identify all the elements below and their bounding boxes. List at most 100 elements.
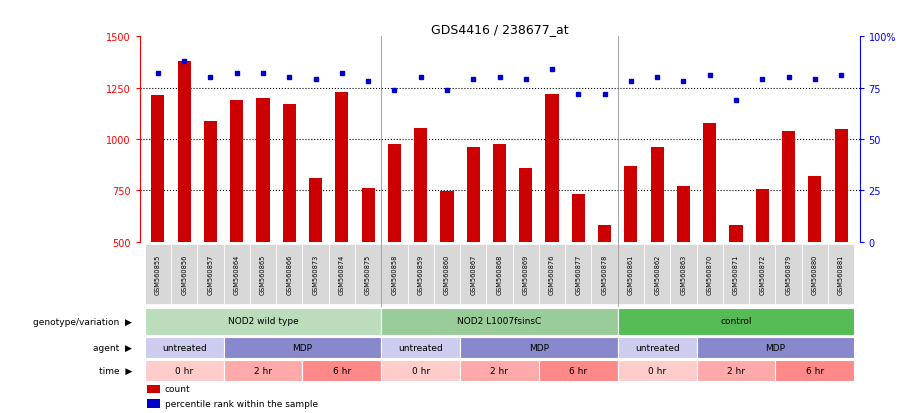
FancyBboxPatch shape (302, 245, 328, 304)
Title: GDS4416 / 238677_at: GDS4416 / 238677_at (431, 23, 568, 36)
FancyBboxPatch shape (776, 245, 802, 304)
FancyBboxPatch shape (382, 337, 460, 358)
Text: GSM560858: GSM560858 (392, 254, 398, 295)
Text: GSM560861: GSM560861 (628, 254, 634, 294)
Bar (147, 385, 159, 393)
Text: GSM560871: GSM560871 (733, 254, 739, 294)
Text: 2 hr: 2 hr (254, 366, 272, 375)
Bar (414, 128, 427, 242)
Bar (309, 178, 322, 242)
Bar (388, 145, 401, 242)
Bar (177, 62, 191, 242)
Text: GSM560865: GSM560865 (260, 254, 266, 295)
FancyBboxPatch shape (460, 360, 539, 381)
Bar (625, 166, 637, 242)
Text: NOD2 L1007fsinsC: NOD2 L1007fsinsC (457, 317, 542, 325)
Bar (147, 399, 159, 408)
FancyBboxPatch shape (513, 245, 539, 304)
Text: MDP: MDP (529, 343, 549, 352)
Bar (230, 101, 243, 242)
Bar (703, 123, 716, 242)
Bar (677, 187, 690, 242)
Bar (598, 226, 611, 242)
FancyBboxPatch shape (697, 245, 723, 304)
FancyBboxPatch shape (250, 245, 276, 304)
FancyBboxPatch shape (302, 360, 382, 381)
Text: genotype/variation  ▶: genotype/variation ▶ (33, 317, 132, 326)
Bar (151, 95, 165, 242)
Text: 6 hr: 6 hr (806, 366, 824, 375)
Text: 2 hr: 2 hr (491, 366, 508, 375)
Text: GSM560862: GSM560862 (654, 254, 661, 295)
FancyBboxPatch shape (276, 245, 302, 304)
Bar (756, 190, 769, 242)
Text: GSM560876: GSM560876 (549, 254, 555, 295)
FancyBboxPatch shape (802, 245, 828, 304)
FancyBboxPatch shape (591, 245, 617, 304)
Bar (729, 226, 742, 242)
FancyBboxPatch shape (828, 245, 854, 304)
FancyBboxPatch shape (145, 245, 171, 304)
Text: GSM560872: GSM560872 (760, 254, 765, 295)
Text: GSM560863: GSM560863 (680, 254, 687, 294)
Text: MDP: MDP (292, 343, 312, 352)
Text: NOD2 wild type: NOD2 wild type (228, 317, 299, 325)
FancyBboxPatch shape (617, 360, 697, 381)
Text: GSM560879: GSM560879 (786, 254, 792, 294)
FancyBboxPatch shape (382, 308, 617, 335)
FancyBboxPatch shape (749, 245, 776, 304)
FancyBboxPatch shape (460, 337, 617, 358)
FancyBboxPatch shape (776, 360, 854, 381)
FancyBboxPatch shape (539, 360, 617, 381)
Text: GSM560864: GSM560864 (234, 254, 239, 295)
Bar (204, 121, 217, 242)
FancyBboxPatch shape (617, 308, 854, 335)
Text: untreated: untreated (399, 343, 443, 352)
Text: GSM560878: GSM560878 (601, 254, 608, 295)
Bar (808, 177, 822, 242)
Bar (336, 93, 348, 242)
FancyBboxPatch shape (145, 308, 382, 335)
FancyBboxPatch shape (328, 245, 355, 304)
Text: GSM560880: GSM560880 (812, 254, 818, 295)
FancyBboxPatch shape (145, 337, 223, 358)
Text: percentile rank within the sample: percentile rank within the sample (165, 399, 318, 408)
Text: GSM560870: GSM560870 (706, 254, 713, 295)
Bar (519, 169, 532, 242)
FancyBboxPatch shape (644, 245, 670, 304)
FancyBboxPatch shape (617, 245, 644, 304)
Text: GSM560869: GSM560869 (523, 254, 529, 294)
Text: 0 hr: 0 hr (648, 366, 666, 375)
FancyBboxPatch shape (382, 245, 408, 304)
Text: GSM560857: GSM560857 (207, 254, 213, 295)
Bar (362, 189, 374, 242)
Text: GSM560859: GSM560859 (418, 254, 424, 294)
Text: control: control (720, 317, 751, 325)
Text: GSM560855: GSM560855 (155, 254, 161, 295)
FancyBboxPatch shape (460, 245, 486, 304)
FancyBboxPatch shape (171, 245, 197, 304)
FancyBboxPatch shape (697, 337, 854, 358)
Bar (467, 148, 480, 242)
FancyBboxPatch shape (539, 245, 565, 304)
FancyBboxPatch shape (486, 245, 513, 304)
FancyBboxPatch shape (565, 245, 591, 304)
Bar (256, 99, 270, 242)
Text: GSM560867: GSM560867 (470, 254, 476, 295)
Text: 2 hr: 2 hr (727, 366, 745, 375)
Bar (834, 129, 848, 242)
Text: GSM560868: GSM560868 (497, 254, 502, 295)
FancyBboxPatch shape (617, 337, 697, 358)
FancyBboxPatch shape (145, 360, 223, 381)
FancyBboxPatch shape (223, 245, 250, 304)
Bar (545, 95, 559, 242)
Bar (572, 195, 585, 242)
Bar (782, 131, 795, 242)
Text: 6 hr: 6 hr (570, 366, 588, 375)
FancyBboxPatch shape (355, 245, 382, 304)
Text: 0 hr: 0 hr (411, 366, 429, 375)
Text: 6 hr: 6 hr (333, 366, 351, 375)
Text: GSM560877: GSM560877 (575, 254, 581, 295)
Bar (440, 192, 454, 242)
Text: GSM560874: GSM560874 (338, 254, 345, 295)
